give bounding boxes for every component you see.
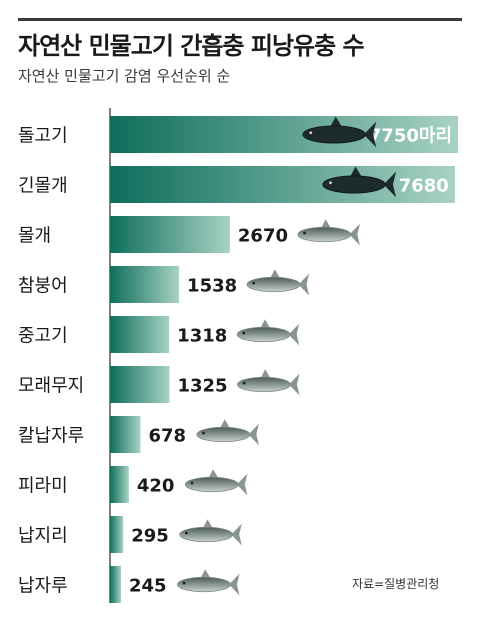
category-label: 참붕어 (18, 276, 68, 297)
fish-icon (196, 419, 259, 446)
category-label: 돌고기 (18, 126, 68, 147)
fish-icon (236, 319, 300, 346)
bar (110, 316, 170, 353)
category-label: 긴몰개 (18, 176, 68, 197)
chart-subtitle: 자연산 민물고기 감염 우선순위 순 (18, 67, 231, 85)
value-label: 1325 (177, 376, 227, 397)
category-label: 칼납자루 (18, 426, 84, 447)
fish-icon (246, 269, 310, 296)
category-label: 몰개 (18, 226, 51, 247)
category-label: 납자루 (18, 576, 68, 597)
value-label: 420 (137, 476, 175, 497)
source-note: 자료=질병관리청 (352, 577, 440, 591)
value-label: 245 (129, 576, 167, 597)
fish-icon (179, 519, 242, 546)
bar (110, 466, 129, 503)
value-label: 7680 (399, 176, 449, 197)
top-rule (18, 18, 462, 21)
value-label: 1538 (187, 276, 237, 297)
fish-icon (322, 166, 397, 198)
value-label: 295 (131, 526, 169, 547)
bar (110, 216, 230, 253)
fish-icon (297, 219, 360, 246)
fish-icon (302, 116, 377, 148)
value-label: 2670 (238, 226, 288, 247)
category-label: 납지리 (18, 526, 68, 547)
bar (110, 566, 122, 603)
bar (110, 416, 141, 453)
fish-icon (184, 469, 248, 496)
bar (110, 366, 170, 403)
value-label: 1318 (177, 326, 227, 347)
category-label: 중고기 (18, 326, 68, 347)
bar (110, 266, 180, 303)
bar (110, 116, 458, 153)
bar (110, 166, 455, 203)
fish-icon (237, 369, 300, 396)
value-label: 7750마리 (369, 126, 452, 147)
bar (110, 516, 124, 553)
value-label: 678 (148, 426, 186, 447)
chart-title: 자연산 민물고기 간흡충 피낭유충 수 (18, 32, 365, 60)
fish-icon (177, 569, 240, 596)
category-label: 모래무지 (18, 376, 84, 397)
category-label: 피라미 (18, 476, 68, 497)
